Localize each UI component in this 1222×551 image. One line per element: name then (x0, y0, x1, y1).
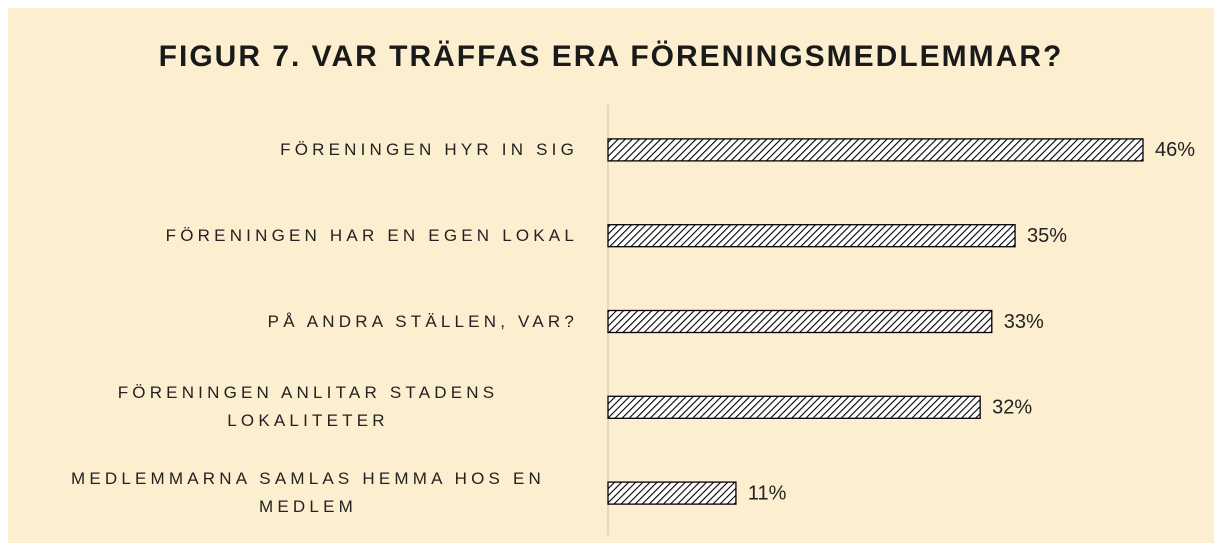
background (8, 8, 1214, 543)
value-label: 32% (992, 397, 1032, 419)
value-label: 46% (1155, 139, 1195, 161)
category-label: PÅ ANDRA STÄLLEN, VAR? (267, 311, 578, 331)
category-label: FÖRENINGEN HAR EN EGEN LOKAL (165, 225, 578, 245)
bar (607, 138, 1144, 162)
category-label: FÖRENINGEN HYR IN SIG (280, 139, 578, 159)
bar (607, 224, 1016, 248)
value-label: 35% (1027, 225, 1067, 247)
value-label: 11% (748, 482, 787, 504)
bar (607, 395, 981, 419)
category-label: FÖRENINGEN ANLITAR STADENS LOKALITETER (117, 383, 499, 431)
category-label: MEDLEMMARNA SAMLAS HEMMA HOS EN MEDLEM (70, 469, 546, 517)
chart-title: FIGUR 7. VAR TRÄFFAS ERA FÖRENINGSMEDLEM… (158, 40, 1064, 73)
bar (607, 481, 737, 505)
value-label: 33% (1004, 311, 1044, 333)
bar (607, 309, 993, 334)
